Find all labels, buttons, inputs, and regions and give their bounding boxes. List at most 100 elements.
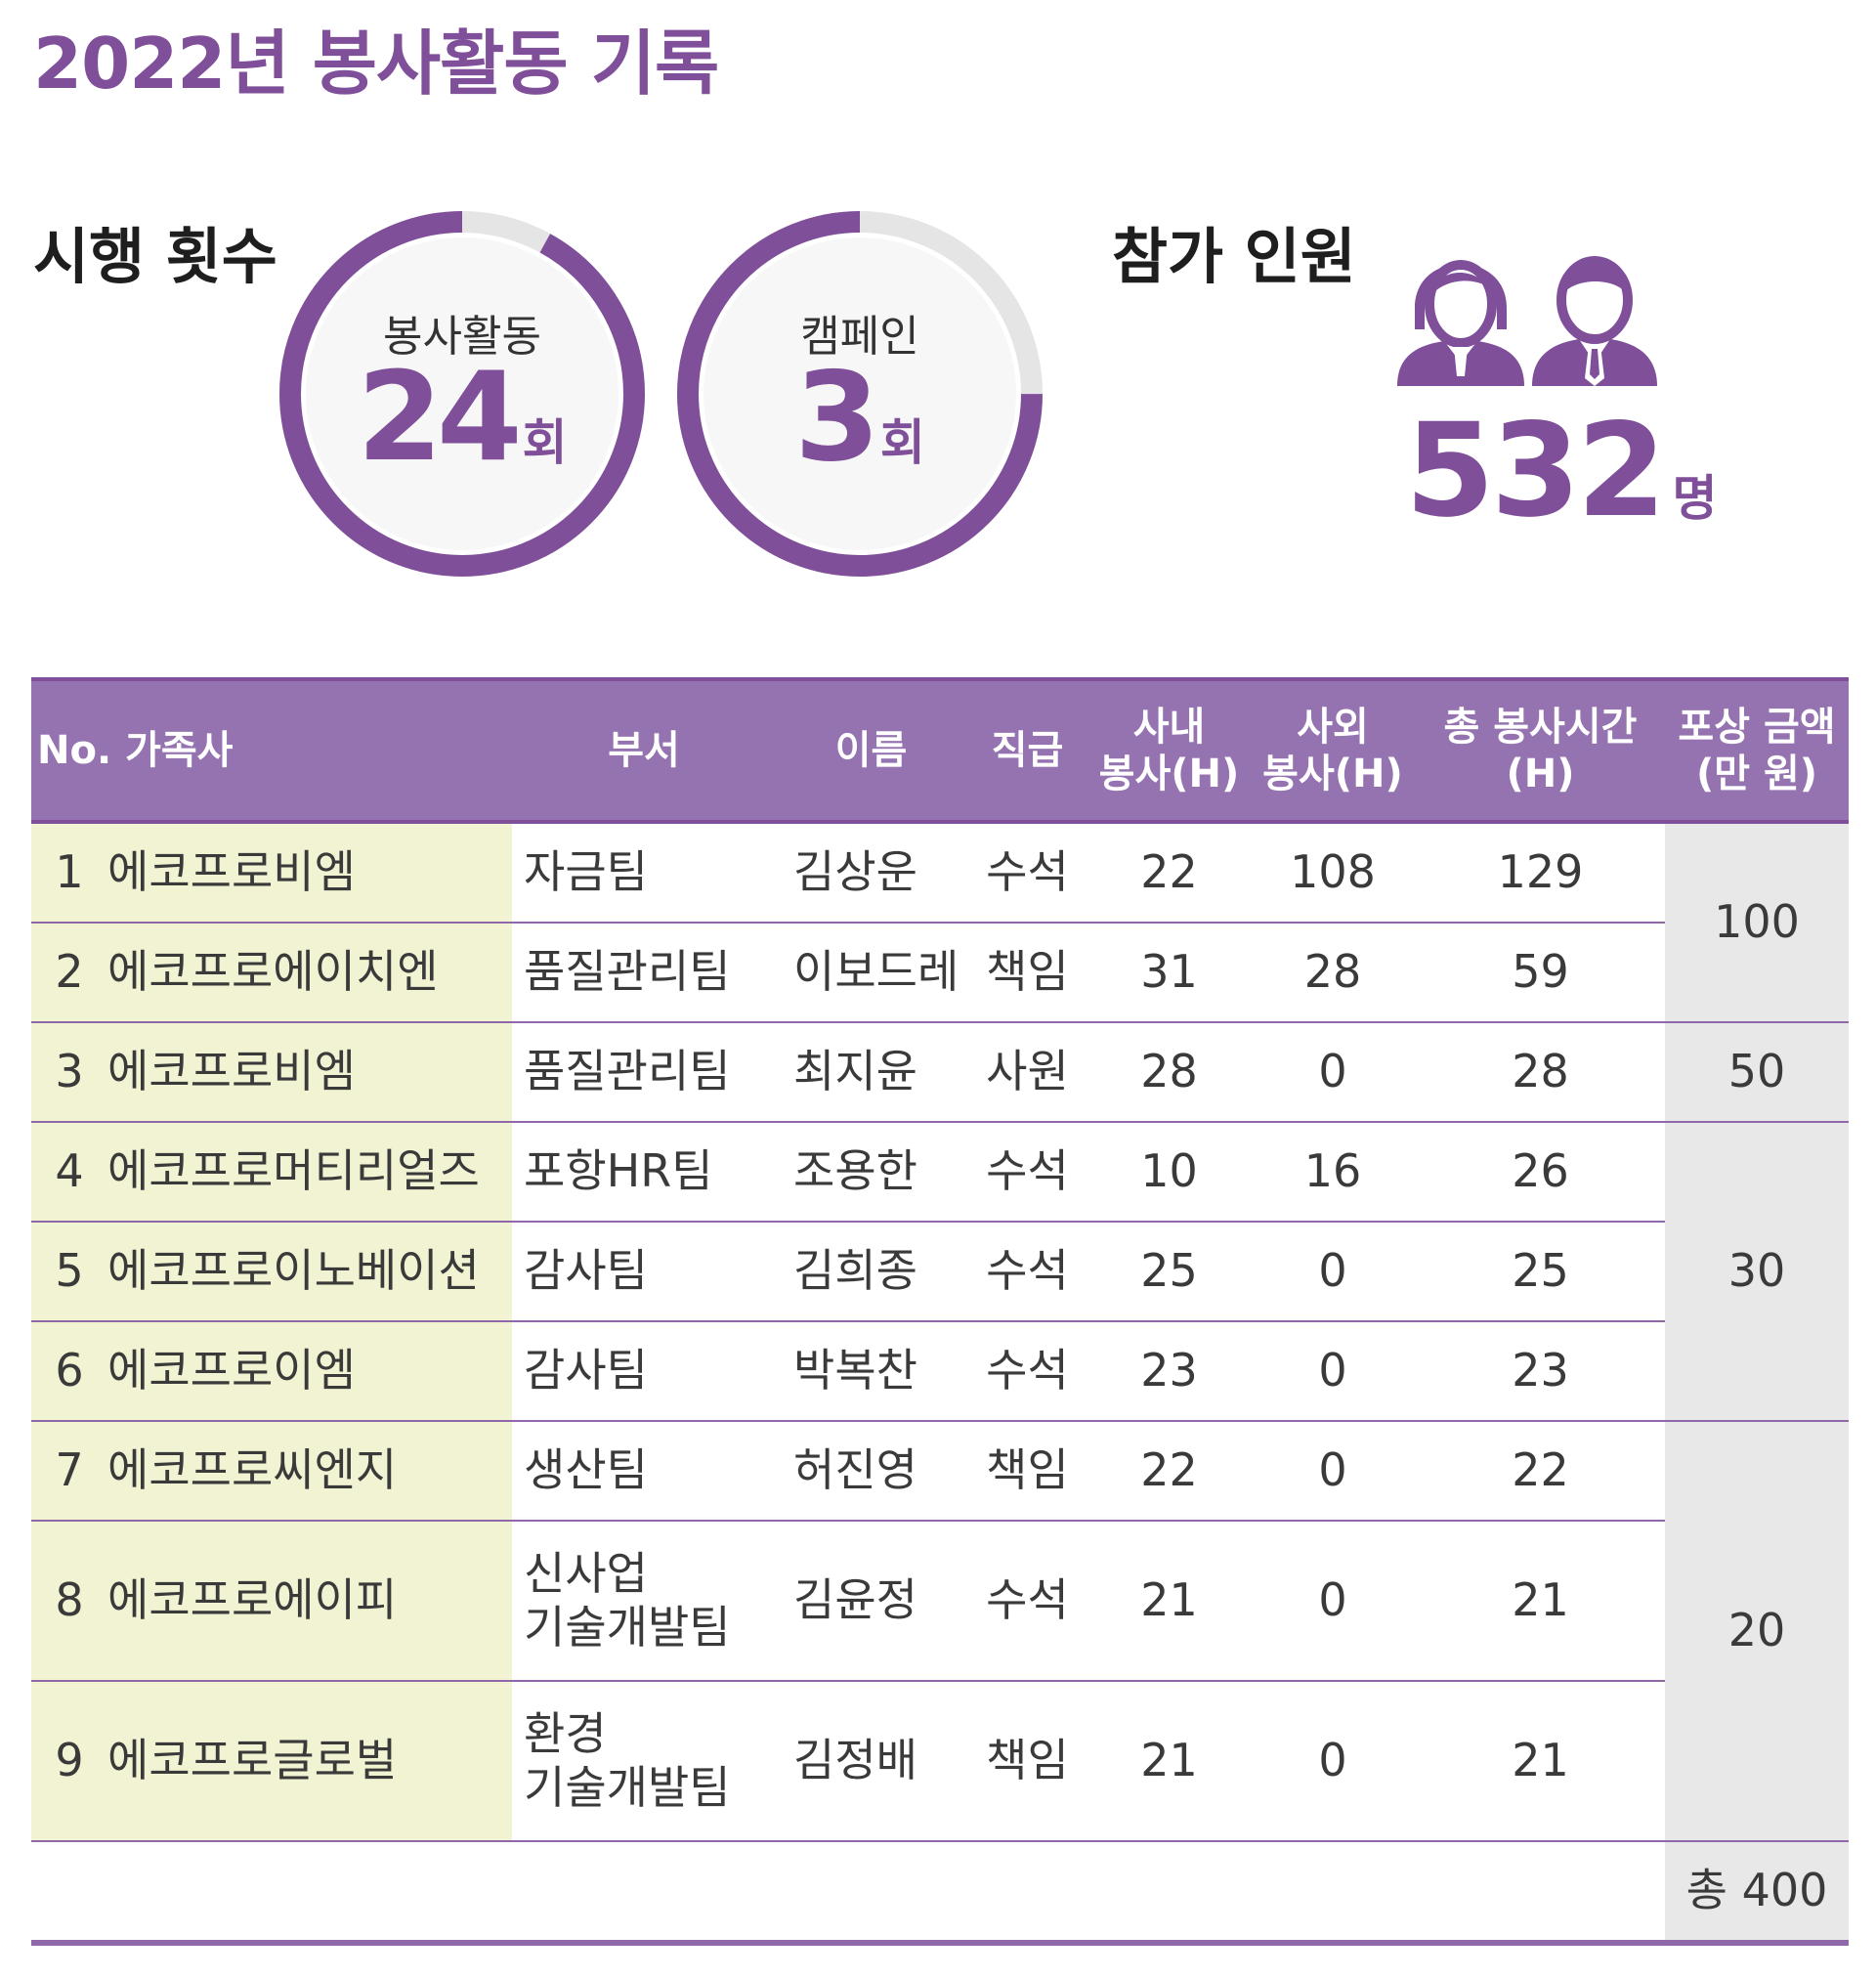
name-cell: 이보드레: [776, 923, 966, 1023]
external-hours-cell: 0: [1250, 1022, 1416, 1123]
table-row: 2 에코프로에이치엔 품질관리팀 이보드레 책임 31 28 59: [31, 923, 1849, 1023]
participants-label: 참가 인원: [1112, 221, 1356, 292]
internal-hours-cell: 22: [1088, 822, 1250, 924]
rank-cell: 사원: [966, 1022, 1088, 1123]
external-hours-cell: 16: [1250, 1122, 1416, 1223]
header-internal: 사내 봉사(H): [1088, 677, 1250, 824]
total-hours-cell: 21: [1416, 1681, 1665, 1842]
header-total: 총 봉사시간 (H): [1416, 677, 1665, 824]
rank-cell: 수석: [966, 1222, 1088, 1322]
campaign-label: 캠페인: [800, 312, 919, 362]
name-cell: 김상운: [776, 822, 966, 924]
internal-hours-cell: 28: [1088, 1022, 1250, 1123]
dept-cell: 환경 기술개발팀: [512, 1681, 776, 1842]
reward-cell: 30: [1665, 1122, 1849, 1422]
volunteer-record-table: No. 가족사 부서 이름 직급 사내 봉사(H) 사외 봉사(H) 총 봉사시간(…: [31, 677, 1849, 1946]
total-hours-cell: 59: [1416, 923, 1665, 1023]
header-name: 이름: [776, 677, 966, 824]
rank-cell: 책임: [966, 1681, 1088, 1842]
external-hours-cell: 0: [1250, 1222, 1416, 1322]
volunteer-count: 24 회: [357, 345, 568, 489]
table-row: 4 에코프로머티리얼즈 포항HR팀 조용한 수석 10 16 26 30: [31, 1122, 1849, 1422]
dept-cell: 생산팀: [512, 1421, 776, 1522]
total-reward-cell: 총 400: [1665, 1841, 1849, 1946]
volunteer-ring-chart: [279, 211, 645, 577]
name-cell: 허진영: [776, 1421, 966, 1522]
reward-cell: 20: [1665, 1421, 1849, 1842]
total-hours-cell: 129: [1416, 822, 1665, 924]
header-dept: 부서: [512, 677, 776, 824]
header-external: 사외 봉사(H): [1250, 677, 1416, 824]
external-hours-cell: 28: [1250, 923, 1416, 1023]
dept-cell: 감사팀: [512, 1222, 776, 1322]
table-row: 8 에코프로에이피 신사업 기술개발팀 김윤정 수석 21 0 21: [31, 1521, 1849, 1682]
total-hours-cell: 25: [1416, 1222, 1665, 1322]
company-cell: 5 에코프로이노베이션: [31, 1222, 512, 1322]
company-cell: 4 에코프로머티리얼즈: [31, 1122, 512, 1223]
internal-hours-cell: 21: [1088, 1521, 1250, 1682]
total-hours-cell: 22: [1416, 1421, 1665, 1522]
company-cell: 1 에코프로비엠: [31, 822, 512, 924]
rank-cell: 책임: [966, 923, 1088, 1023]
header-rank: 직급: [966, 677, 1088, 824]
volunteer-label: 봉사활동: [383, 312, 541, 362]
total-hours-cell: 28: [1416, 1022, 1665, 1123]
internal-hours-cell: 21: [1088, 1681, 1250, 1842]
name-cell: 박복찬: [776, 1321, 966, 1422]
header-no-company: No. 가족사: [31, 677, 512, 824]
internal-hours-cell: 23: [1088, 1321, 1250, 1422]
external-hours-cell: 0: [1250, 1421, 1416, 1522]
external-hours-cell: 0: [1250, 1681, 1416, 1842]
table-row: 5 에코프로이노베이션 감사팀 김희종 수석 25 0 25: [31, 1222, 1849, 1322]
table-row: 7 에코프로씨엔지 생산팀 허진영 책임 22 0 22 20: [31, 1421, 1849, 1842]
campaign-ring-chart: [677, 211, 1043, 577]
dept-cell: 신사업 기술개발팀: [512, 1521, 776, 1682]
external-hours-cell: 0: [1250, 1321, 1416, 1422]
company-cell: 6 에코프로이엠: [31, 1321, 512, 1422]
name-cell: 김윤정: [776, 1521, 966, 1682]
header-reward: 포상 금액 (만 원): [1665, 677, 1849, 824]
name-cell: 김정배: [776, 1681, 966, 1842]
rank-cell: 책임: [966, 1421, 1088, 1522]
total-hours-cell: 26: [1416, 1122, 1665, 1223]
dept-cell: 품질관리팀: [512, 1022, 776, 1123]
dept-cell: 포항HR팀: [512, 1122, 776, 1223]
table-row: 6 에코프로이엠 감사팀 박복찬 수석 23 0 23: [31, 1321, 1849, 1422]
reward-cell: 100: [1665, 822, 1849, 1023]
rank-cell: 수석: [966, 1321, 1088, 1422]
name-cell: 최지윤: [776, 1022, 966, 1123]
participants-count: 532 명: [1405, 396, 1718, 546]
company-cell: 8 에코프로에이피: [31, 1521, 512, 1682]
dept-cell: 품질관리팀: [512, 923, 776, 1023]
rank-cell: 수석: [966, 1122, 1088, 1223]
volunteer-donut: 봉사활동 24 회: [277, 208, 648, 580]
people-icon: [1397, 239, 1671, 386]
dept-cell: 감사팀: [512, 1321, 776, 1422]
rank-cell: 수석: [966, 1521, 1088, 1682]
internal-hours-cell: 10: [1088, 1122, 1250, 1223]
table-row: 9 에코프로글로벌 환경 기술개발팀 김정배 책임 21 0 21: [31, 1681, 1849, 1842]
page-title: 2022년 봉사활동 기록: [33, 22, 719, 105]
internal-hours-cell: 31: [1088, 923, 1250, 1023]
reward-cell: 50: [1665, 1022, 1849, 1123]
table-row: 1 에코프로비엠 자금팀 김상운 수석 22 108 129 100: [31, 822, 1849, 1023]
internal-hours-cell: 25: [1088, 1222, 1250, 1322]
rank-cell: 수석: [966, 822, 1088, 924]
external-hours-cell: 0: [1250, 1521, 1416, 1682]
total-row-spacer: [31, 1841, 1665, 1946]
name-cell: 김희종: [776, 1222, 966, 1322]
internal-hours-cell: 22: [1088, 1421, 1250, 1522]
total-row: 총 400: [31, 1841, 1849, 1946]
company-cell: 2 에코프로에이치엔: [31, 923, 512, 1023]
total-hours-cell: 23: [1416, 1321, 1665, 1422]
table-header-row: No. 가족사 부서 이름 직급 사내 봉사(H) 사외 봉사(H) 총 봉사시간(…: [31, 677, 1849, 824]
external-hours-cell: 108: [1250, 822, 1416, 924]
table-row: 3 에코프로비엠 품질관리팀 최지윤 사원 28 0 28 50: [31, 1022, 1849, 1123]
company-cell: 3 에코프로비엠: [31, 1022, 512, 1123]
name-cell: 조용한: [776, 1122, 966, 1223]
company-cell: 7 에코프로씨엔지: [31, 1421, 512, 1522]
dept-cell: 자금팀: [512, 822, 776, 924]
total-hours-cell: 21: [1416, 1521, 1665, 1682]
